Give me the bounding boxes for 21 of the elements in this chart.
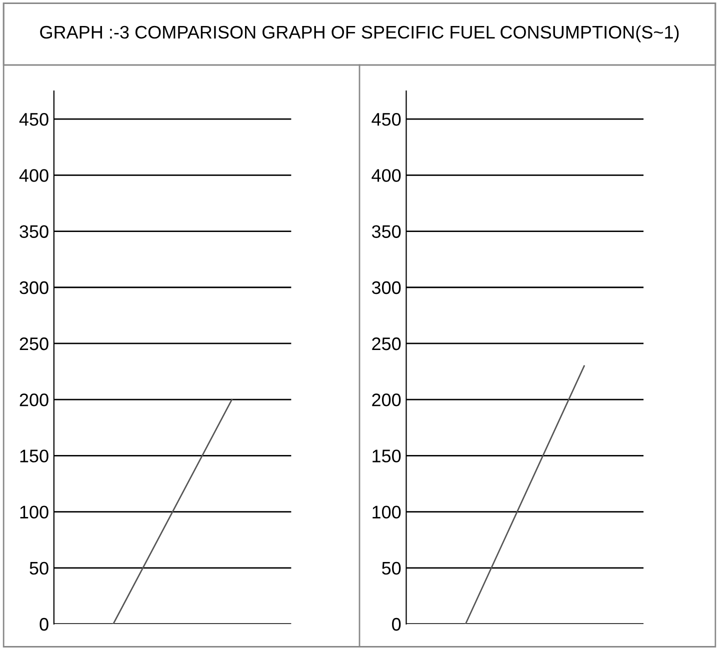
y-tick-label: 150 xyxy=(20,450,48,462)
y-tick-label: 400 xyxy=(19,169,48,182)
y-tick-label: 450 xyxy=(19,112,48,126)
y-tick-label: 350 xyxy=(372,225,401,238)
y-tick-label: 400 xyxy=(372,169,401,182)
text: GRAPH :-3 COMPARISON GRAPH OF SPECIFIC FUEL CONSUMPTION(S~1) xyxy=(40,25,679,42)
y-tick-label: 300 xyxy=(20,281,48,294)
y-tick-label: 100 xyxy=(372,506,401,519)
y-tick-label: 250 xyxy=(20,337,48,350)
y-tick-label: 150 xyxy=(372,450,401,462)
y-tick-label: 0 xyxy=(40,618,48,631)
y-tick-label: 50 xyxy=(30,562,48,575)
y-tick-label: 50 xyxy=(382,562,401,575)
y-tick-label: 300 xyxy=(372,281,401,294)
y-tick-label: 0 xyxy=(392,618,401,631)
y-tick-label: 200 xyxy=(20,394,48,406)
y-tick-label: 100 xyxy=(20,506,48,519)
y-tick-label: 350 xyxy=(20,225,48,238)
y-tick-label: 450 xyxy=(372,112,401,126)
y-tick-label: 250 xyxy=(372,337,401,350)
y-tick-label: 200 xyxy=(372,394,401,406)
